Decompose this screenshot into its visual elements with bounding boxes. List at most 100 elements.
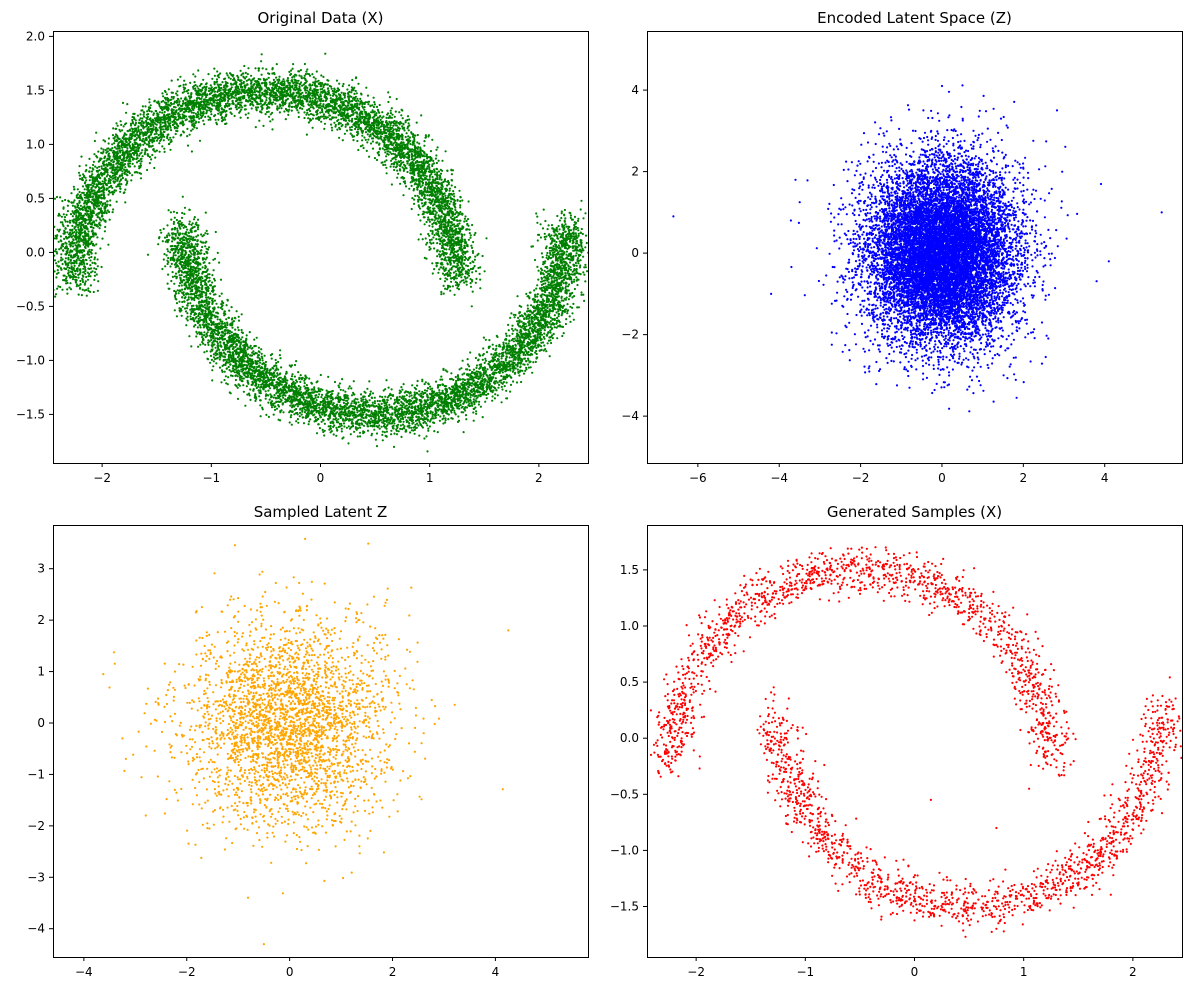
scatter-point	[62, 249, 65, 252]
scatter-point	[322, 103, 325, 106]
scatter-point	[107, 137, 110, 140]
scatter-point	[438, 242, 442, 245]
scatter-point	[107, 243, 110, 246]
scatter-point	[353, 97, 356, 100]
scatter-point	[466, 228, 469, 231]
scatter-point	[180, 97, 183, 100]
scatter-point	[461, 273, 464, 276]
scatter-point	[441, 159, 444, 162]
scatter-point	[438, 199, 441, 202]
scatter-point	[226, 82, 229, 85]
scatter-point	[170, 140, 173, 143]
scatter-point	[417, 200, 420, 203]
scatter-point	[128, 162, 131, 165]
scatter-point	[93, 153, 96, 156]
scatter-point	[169, 148, 172, 151]
scatter-point	[402, 194, 405, 197]
scatter-point	[94, 165, 97, 168]
scatter-point	[82, 267, 85, 270]
scatter-point	[269, 113, 272, 116]
scatter-point	[278, 75, 281, 78]
scatter-point	[402, 122, 405, 126]
scatter-point	[86, 227, 89, 230]
scatter-point	[200, 82, 203, 86]
subplot-1: Original Data (X)−2 −1 0 1 2−1.5−1.0−0.50.00…	[16, 9, 589, 485]
scatter-point	[194, 121, 197, 124]
scatter-point	[428, 224, 431, 227]
scatter-point	[75, 283, 79, 286]
scatter-point	[379, 114, 382, 118]
scatter-point	[93, 258, 96, 261]
scatter-point	[416, 147, 419, 150]
scatter-point	[242, 76, 245, 79]
scatter-point	[124, 188, 127, 191]
scatter-point	[106, 203, 109, 206]
scatter-point	[102, 139, 105, 142]
scatter-point	[226, 96, 229, 99]
scatter-point	[73, 188, 76, 191]
scatter-point	[204, 107, 207, 110]
scatter-point	[93, 139, 96, 143]
scatter-point	[450, 233, 453, 236]
scatter-point	[426, 178, 429, 181]
scatter-point	[265, 68, 268, 71]
scatter-point	[161, 145, 164, 148]
scatter-point	[100, 171, 103, 174]
scatter-point	[378, 121, 381, 124]
scatter-point	[350, 128, 353, 132]
scatter-point	[78, 190, 81, 194]
scatter-point	[172, 108, 175, 111]
scatter-point	[254, 106, 258, 109]
scatter-point	[379, 128, 382, 131]
scatter-point	[355, 99, 358, 103]
scatter-point	[195, 105, 198, 108]
scatter-point	[189, 99, 192, 102]
scatter-point	[186, 135, 189, 138]
scatter-point	[68, 219, 72, 222]
scatter-point	[66, 204, 69, 207]
scatter-point	[367, 103, 370, 106]
scatter-point	[460, 248, 463, 251]
scatter-point	[101, 180, 104, 183]
scatter-point	[149, 104, 152, 107]
scatter-point	[451, 285, 454, 288]
scatter-point	[433, 219, 436, 222]
scatter-point	[176, 94, 179, 97]
scatter-point	[235, 97, 238, 100]
scatter-point	[55, 237, 58, 240]
scatter-point	[411, 197, 414, 200]
scatter-point	[372, 96, 375, 99]
scatter-point	[449, 251, 453, 254]
scatter-point	[148, 106, 151, 109]
scatter-point	[458, 274, 462, 277]
scatter-point	[71, 215, 74, 218]
scatter-point	[441, 185, 444, 188]
scatter-point	[161, 121, 164, 124]
scatter-point	[202, 93, 205, 96]
scatter-point	[74, 270, 77, 273]
scatter-point	[306, 68, 309, 71]
scatter-point	[285, 109, 289, 112]
scatter-point	[213, 67, 216, 70]
scatter-point	[414, 194, 417, 197]
scatter-point	[75, 246, 78, 249]
scatter-point	[115, 168, 118, 171]
scatter-point	[356, 134, 359, 137]
scatter-point	[162, 125, 166, 128]
scatter-point	[465, 280, 468, 283]
scatter-point	[243, 85, 246, 88]
scatter-point	[297, 115, 300, 119]
scatter-point	[180, 109, 183, 112]
scatter-point	[440, 293, 443, 296]
scatter-point	[108, 152, 111, 155]
scatter-point	[438, 250, 442, 253]
scatter-point	[457, 288, 461, 291]
scatter-point	[450, 168, 453, 171]
scatter-point	[344, 123, 347, 126]
scatter-point	[170, 98, 173, 101]
scatter-point	[246, 116, 249, 119]
scatter-point	[151, 141, 154, 144]
scatter-point	[450, 173, 453, 176]
scatter-point	[309, 112, 313, 116]
